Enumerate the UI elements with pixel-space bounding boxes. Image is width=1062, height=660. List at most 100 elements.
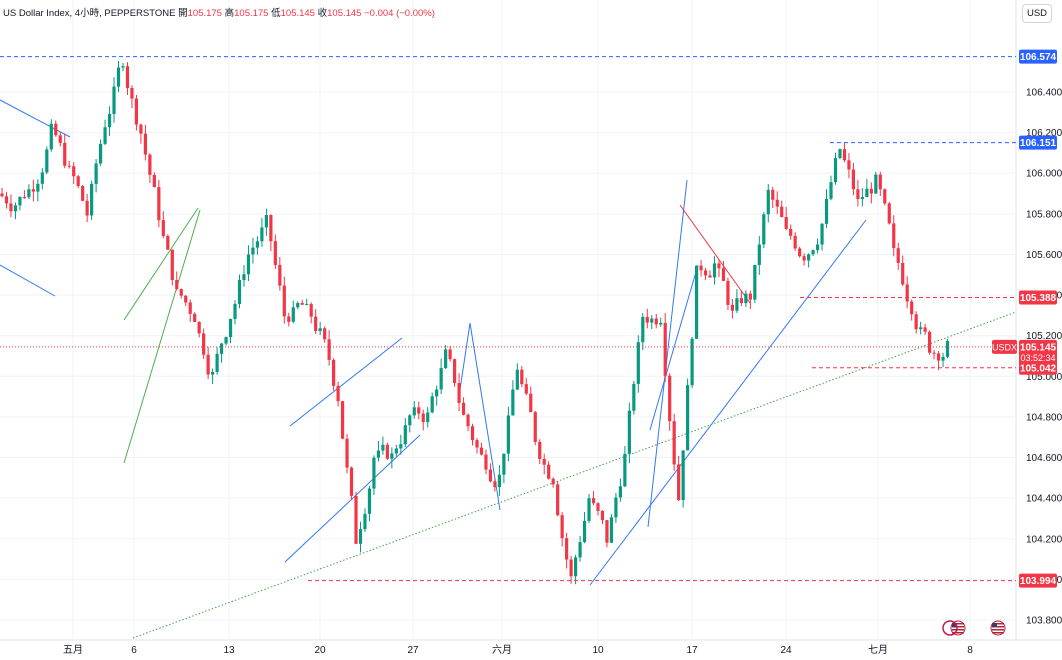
high-price-tag: 106.574 (1020, 52, 1057, 63)
candle-body (775, 199, 779, 207)
swing-line (679, 204, 751, 304)
candle-body (148, 154, 152, 175)
candle-body (542, 458, 546, 465)
candle-body (139, 124, 143, 134)
open-label: 開 (178, 8, 188, 19)
candle-body (520, 369, 524, 385)
candle-body (4, 196, 9, 204)
candle-body (219, 343, 224, 354)
candle-body (18, 196, 22, 206)
candle-body (246, 254, 251, 275)
time-tick-label: 10 (592, 645, 604, 656)
candle-body (67, 165, 71, 167)
candle-body (663, 322, 667, 376)
candle-body (54, 123, 58, 136)
candle-body (206, 354, 210, 375)
support-low-price-tag: 105.042 (1020, 363, 1057, 374)
change-value: −0.004 (−0.00%) (364, 8, 435, 19)
candle-body (905, 284, 909, 302)
candle-body (524, 384, 528, 394)
channel-line (284, 434, 421, 563)
candle-body (157, 187, 161, 221)
candle-body (739, 298, 743, 304)
candle-body (327, 339, 331, 360)
candle-body (869, 188, 873, 194)
event-icons[interactable] (942, 620, 1006, 636)
flag-stripe (952, 623, 964, 625)
currency-button[interactable]: USD (1022, 4, 1052, 23)
bottom-price-tag: 103.994 (1020, 576, 1057, 587)
horizontal-levels (0, 56, 1016, 582)
candle-body (690, 338, 694, 386)
candle-body (892, 223, 896, 249)
candle-body (847, 160, 851, 170)
symbol-badge: USDX (992, 342, 1017, 352)
candle-body (618, 486, 622, 498)
candle-body (408, 415, 412, 426)
candle-body (94, 163, 98, 184)
flag-canton (952, 623, 957, 627)
price-tags: 106.574 106.151 105.388 105.042 103.994 105.1… (992, 49, 1057, 588)
candle-body (90, 183, 94, 216)
price-tick-label: 105.600 (1026, 250, 1062, 261)
candle-body (600, 510, 605, 521)
price-tick-label: 106.400 (1026, 88, 1062, 99)
candle-body (170, 249, 174, 280)
time-axis[interactable]: 五月 6 13 20 27 六月 10 17 24 七月 8 (63, 644, 973, 656)
flag-stripe (952, 626, 964, 628)
candle-body (824, 198, 829, 224)
channel-line (289, 337, 403, 427)
candle-body (403, 425, 407, 445)
flag-stripe (992, 626, 1004, 628)
candle-body (945, 341, 950, 357)
candle-body (596, 503, 600, 511)
candle-body (143, 133, 147, 155)
us-flag-event-icon[interactable] (950, 620, 966, 636)
resistance-price-tag-bg (1019, 135, 1057, 150)
candle-body (708, 275, 712, 278)
symbol-title: US Dollar Index, 4小時, PEPPERSTONE (3, 8, 176, 19)
candle-body (533, 412, 537, 442)
open-value: 105.175 (187, 8, 222, 19)
candle-body (202, 333, 206, 355)
candle-body (332, 359, 336, 386)
candle-body (766, 189, 770, 215)
candle-body (417, 407, 421, 414)
candle-body (780, 206, 784, 217)
candle-body (860, 197, 864, 200)
candle-body (856, 189, 860, 200)
candle-body (452, 359, 457, 384)
candle-body (623, 453, 627, 487)
candle-body (36, 183, 40, 192)
candle-body (166, 235, 170, 250)
current-price-tag-bg (1019, 339, 1057, 364)
candle-body (116, 67, 121, 87)
us-flag-event-icon[interactable] (990, 620, 1006, 636)
candle-body (672, 421, 676, 465)
time-tick-label: 8 (967, 645, 973, 656)
candle-body (345, 438, 349, 468)
candle-body (923, 327, 927, 332)
candle-body (641, 316, 645, 343)
candle-body (551, 478, 555, 485)
candle-body (901, 262, 905, 285)
time-tick-label: 20 (314, 645, 326, 656)
candle-body (771, 189, 775, 200)
candle-body (627, 410, 631, 454)
candle-body (242, 274, 246, 281)
flag-stripe (992, 632, 1004, 634)
bottom-price-tag-bg (1019, 573, 1057, 588)
candle-body (587, 498, 591, 521)
candle-body (560, 515, 564, 539)
candle-body (686, 385, 690, 451)
candle-body (896, 248, 900, 263)
candle-body (349, 467, 354, 496)
candle-body (511, 389, 515, 416)
candle-body (569, 559, 573, 577)
candle-body (927, 331, 932, 353)
candle-body (121, 66, 125, 68)
candle-body (228, 318, 233, 338)
candle-body (255, 241, 260, 248)
drawn-trendlines (0, 99, 1017, 639)
